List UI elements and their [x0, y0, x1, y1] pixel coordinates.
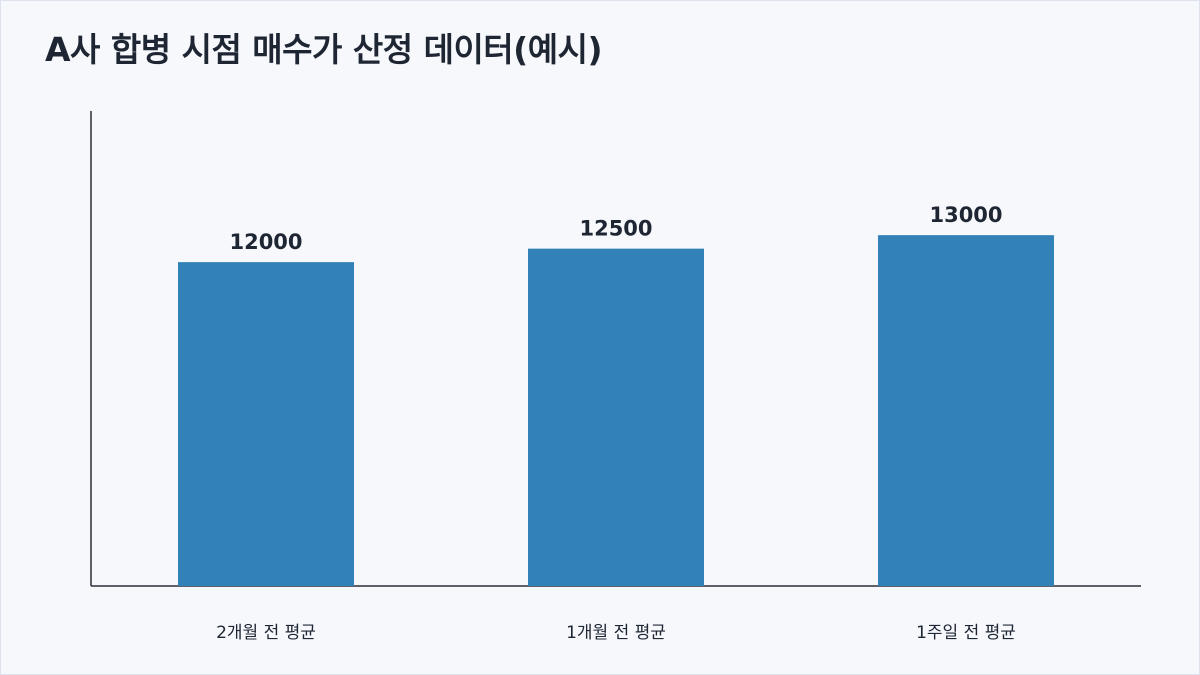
x-tick-label: 2개월 전 평균: [216, 623, 316, 643]
category-labels-group: 2개월 전 평균 1개월 전 평균 1주일 전 평균: [216, 623, 1016, 643]
chart-title: A사 합병 시점 매수가 산정 데이터(예시): [45, 30, 603, 69]
bars-group: [178, 235, 1054, 587]
x-tick-label: 1개월 전 평균: [566, 623, 666, 643]
bar-1: [178, 262, 354, 586]
bar-value-label: 12000: [229, 230, 302, 254]
bar-2: [528, 248, 704, 587]
bar-value-label: 12500: [579, 217, 652, 241]
value-labels-group: 12000 12500 13000: [229, 203, 1002, 254]
bar-value-label: 13000: [929, 203, 1002, 227]
bar-3: [878, 235, 1054, 587]
x-tick-label: 1주일 전 평균: [916, 623, 1016, 643]
